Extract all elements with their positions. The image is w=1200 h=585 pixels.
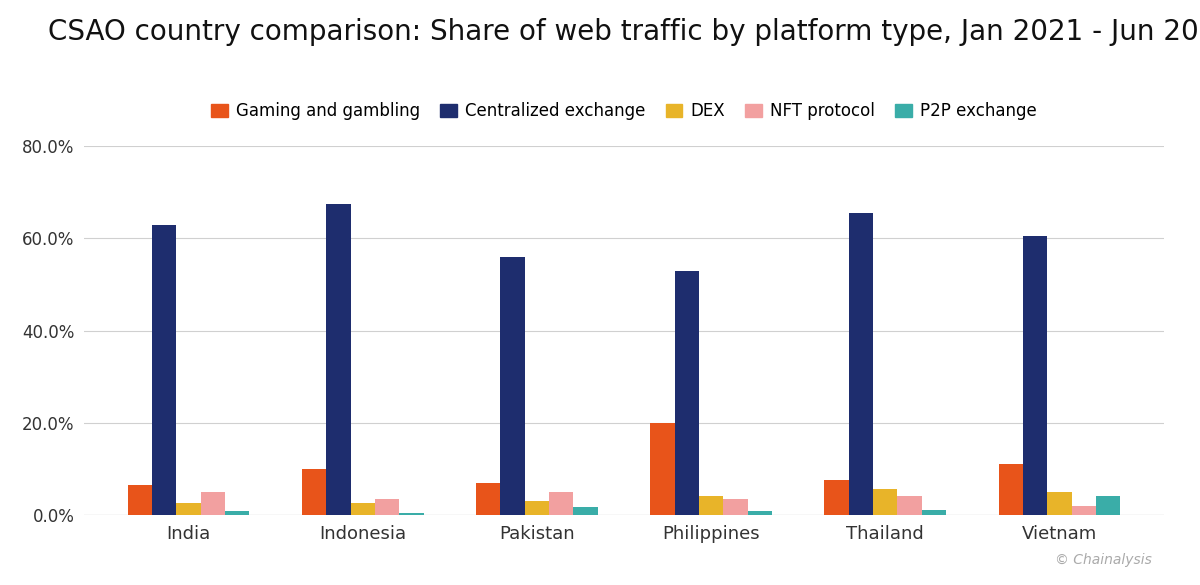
- Bar: [748, 511, 772, 515]
- Bar: [350, 503, 374, 515]
- Bar: [400, 514, 424, 515]
- Bar: [674, 271, 698, 515]
- Bar: [998, 464, 1022, 515]
- Bar: [500, 257, 524, 515]
- Bar: [127, 485, 152, 515]
- Text: CSAO country comparison: Share of web traffic by platform type, Jan 2021 - Jun 2: CSAO country comparison: Share of web tr…: [48, 18, 1200, 46]
- Bar: [1096, 496, 1121, 515]
- Bar: [1022, 236, 1048, 515]
- Bar: [922, 510, 947, 515]
- Bar: [476, 483, 500, 515]
- Legend: Gaming and gambling, Centralized exchange, DEX, NFT protocol, P2P exchange: Gaming and gambling, Centralized exchang…: [204, 95, 1044, 127]
- Bar: [152, 225, 176, 515]
- Bar: [550, 492, 574, 515]
- Bar: [874, 490, 898, 515]
- Bar: [574, 507, 598, 515]
- Bar: [1072, 505, 1096, 515]
- Text: © Chainalysis: © Chainalysis: [1055, 553, 1152, 567]
- Bar: [848, 213, 874, 515]
- Bar: [898, 496, 922, 515]
- Bar: [698, 496, 724, 515]
- Bar: [724, 498, 748, 515]
- Bar: [301, 469, 326, 515]
- Bar: [1048, 492, 1072, 515]
- Bar: [226, 511, 250, 515]
- Bar: [824, 480, 848, 515]
- Bar: [524, 501, 550, 515]
- Bar: [650, 422, 674, 515]
- Bar: [200, 492, 226, 515]
- Bar: [326, 204, 350, 515]
- Bar: [176, 503, 200, 515]
- Bar: [374, 498, 400, 515]
